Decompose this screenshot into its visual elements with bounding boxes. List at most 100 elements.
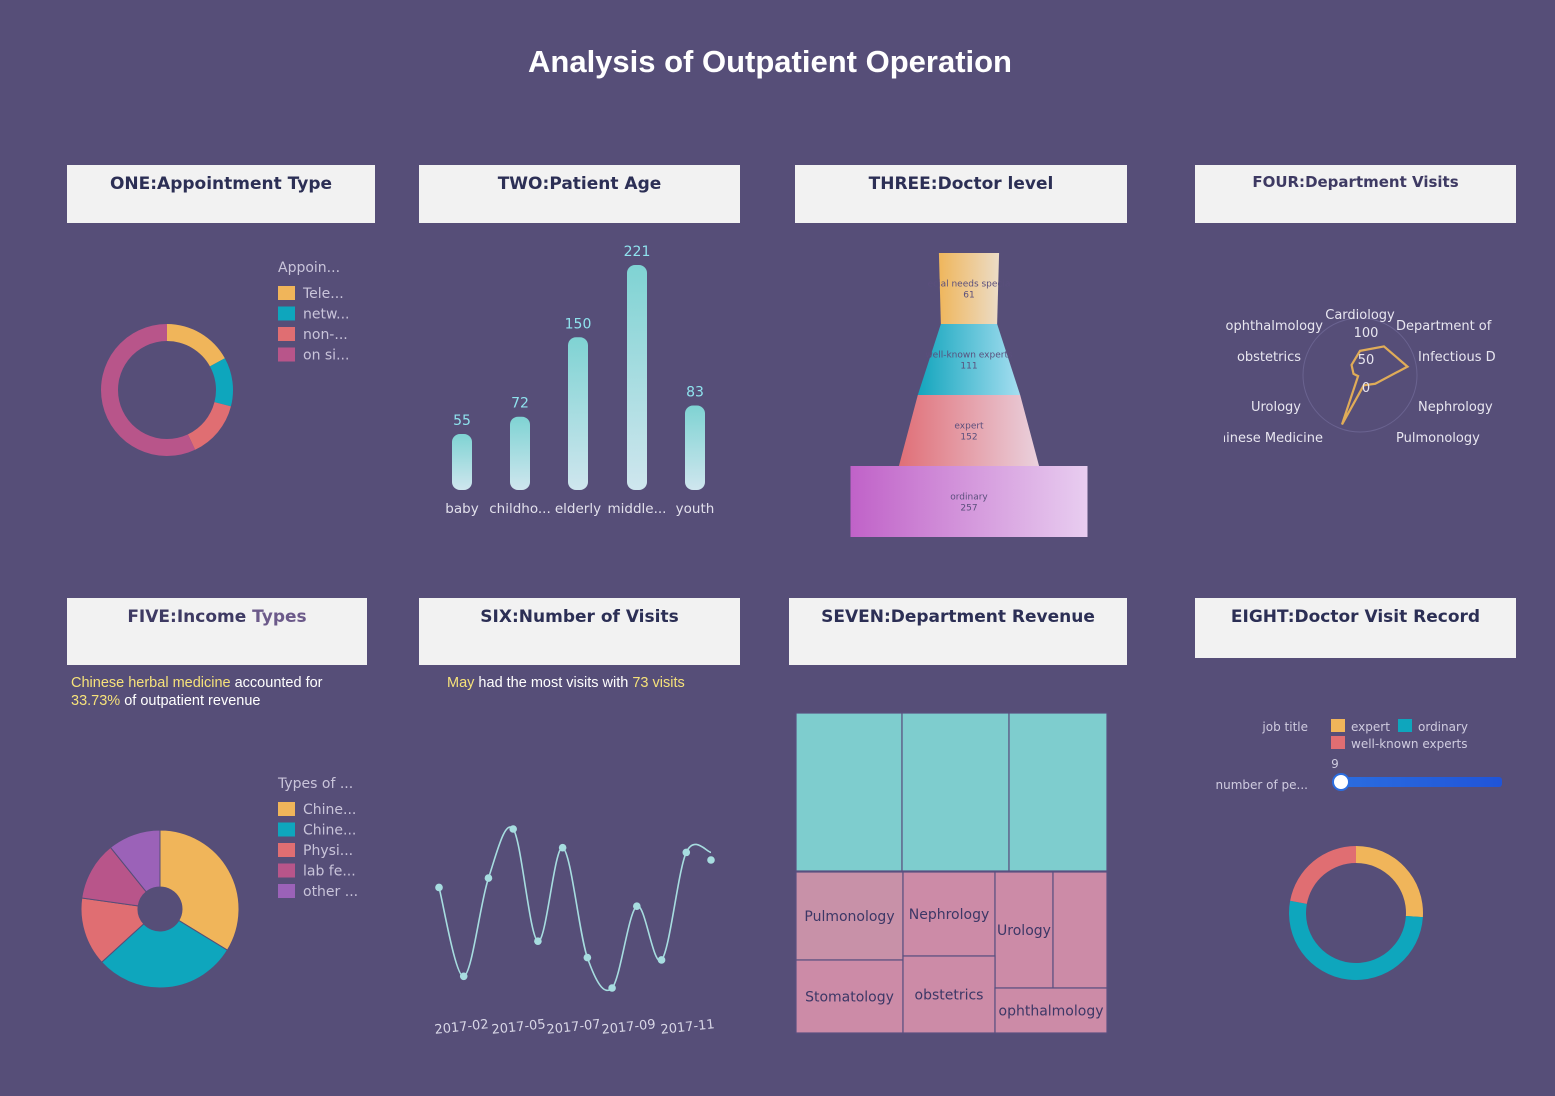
funnel-value: 61 (963, 291, 974, 301)
legend-item-label: ordinary (1418, 720, 1468, 734)
dashboard-title: Analysis of Outpatient Operation (528, 44, 1012, 79)
pie-slice (101, 324, 196, 456)
legend-item-label: other ... (303, 884, 358, 900)
panel-name: Number of Visits (518, 607, 679, 627)
pie-slice (109, 829, 161, 893)
bar-value-label: 72 (511, 396, 529, 412)
treemap-label: obstetrics (915, 988, 984, 1004)
legend-swatch (1331, 719, 1345, 732)
legend-item-label: Tele... (302, 286, 344, 302)
panel-name: Doctor Visit Record (1294, 607, 1481, 627)
treemap-cell (902, 871, 996, 957)
bar-value-label: 150 (565, 316, 592, 332)
bar (627, 265, 647, 490)
legend-swatch (278, 863, 295, 878)
x-tick-label: middle... (608, 501, 667, 517)
visits-line-chart: 2017-02 2017-05 2017-07 2017-09 2017-11 (434, 825, 716, 1038)
legend-item-label: on si... (303, 348, 349, 364)
radar-indicator-label: Chinese Medicine (1209, 431, 1323, 446)
treemap-cell (994, 871, 1054, 989)
panel-number: FOUR: (1252, 173, 1306, 191)
legend-swatch (278, 822, 295, 837)
legend-item-label: Physi... (303, 843, 353, 859)
panel-number: SIX: (480, 607, 519, 627)
line-point (459, 972, 468, 981)
legend-swatch (1331, 736, 1345, 749)
funnel-segment (917, 324, 1021, 395)
note-highlight: 73 visits (632, 675, 685, 691)
line-point (608, 984, 616, 992)
legend-swatch (278, 843, 295, 857)
treemap-cell (795, 712, 903, 872)
legend-swatch (278, 802, 295, 816)
treemap-cell (994, 987, 1108, 1034)
x-tick-label: baby (445, 501, 478, 517)
note-highlight: Chinese herbal medicine (71, 675, 231, 691)
panel-number: TWO: (497, 174, 550, 194)
legend-swatch (278, 306, 295, 321)
panel-name: Income (176, 607, 247, 627)
appointment-type-chart: Appoin... Tele... netw... non-... on si... (101, 260, 350, 456)
legend-swatch (1398, 719, 1412, 732)
pie-slice (1356, 846, 1423, 918)
pie-slice (1288, 900, 1423, 981)
slider-track[interactable] (1337, 777, 1502, 787)
funnel-label: expert (954, 422, 984, 432)
radar-indicator-label: Nephrology (1418, 400, 1493, 415)
bar-value-label: 83 (686, 384, 704, 400)
funnel-segment (898, 395, 1040, 466)
bar (510, 416, 530, 490)
panel-header-department-visits: FOUR:Department Visits (1195, 165, 1516, 223)
radar-indicator-label: obstetrics (1237, 350, 1301, 365)
radar-label-mask (1495, 312, 1525, 368)
radar-indicator-label: ophthalmology (1226, 319, 1324, 334)
panel-name: Patient Age (549, 174, 662, 194)
patient-age-chart: 55 baby 72 childho... 150 elderly 221 middle...… (445, 244, 714, 517)
legend-title: job title (1261, 720, 1308, 734)
panel-header-revenue: SEVEN:Department Revenue (789, 598, 1127, 665)
bar-value-label: 55 (453, 413, 471, 429)
pie-slice (159, 829, 240, 951)
legend-item-label: non-... (303, 327, 348, 343)
line-point (435, 883, 443, 892)
slider-handle[interactable] (1332, 773, 1350, 791)
funnel-value: 152 (960, 433, 977, 443)
panel-name: Doctor level (937, 174, 1054, 194)
line-series (438, 826, 712, 991)
legend-item-label: well-known experts (1351, 737, 1468, 751)
panel-number: EIGHT: (1230, 607, 1295, 627)
legend-swatch (278, 347, 295, 362)
bar (685, 405, 705, 490)
legend-swatch (278, 884, 295, 898)
line-point (534, 937, 542, 946)
radar-tick-label: 100 (1354, 326, 1379, 341)
radar-indicator-label: Cardiology (1325, 308, 1395, 323)
treemap-cell (901, 712, 1010, 872)
funnel-label: well-known experts (925, 351, 1013, 361)
panel-number: SEVEN: (821, 607, 891, 627)
treemap-cell (795, 871, 904, 961)
treemap-label: ophthalmology (999, 1004, 1104, 1020)
income-types-chart: Types of ... Chine... Chine... Physi... lab … (80, 776, 358, 989)
line-point (633, 902, 641, 910)
radar-tick-label: 50 (1358, 353, 1375, 368)
income-note: Chinese herbal medicine accounted for 33.… (71, 674, 371, 710)
legend-item-label: expert (1351, 720, 1390, 734)
pie-slice (167, 324, 225, 367)
funnel-value: 111 (960, 362, 977, 372)
line-point (558, 843, 567, 852)
legend-swatch (278, 327, 295, 341)
panel-header-doctor-level: THREE:Doctor level (795, 165, 1127, 223)
funnel-value: 257 (960, 504, 977, 514)
pie-slice (80, 897, 145, 963)
x-tick-label: 2017-11 (660, 1017, 716, 1038)
radar-tick-label: 0 (1362, 381, 1370, 396)
pie-slice (187, 402, 231, 450)
legend-swatch (278, 286, 295, 300)
pie-slice (1290, 846, 1356, 904)
panel-name-suffix: Types (246, 607, 307, 627)
note-highlight: 33.73% (71, 693, 121, 709)
funnel-label: ordinary (950, 493, 988, 503)
legend-item-label: Chine... (303, 823, 356, 839)
